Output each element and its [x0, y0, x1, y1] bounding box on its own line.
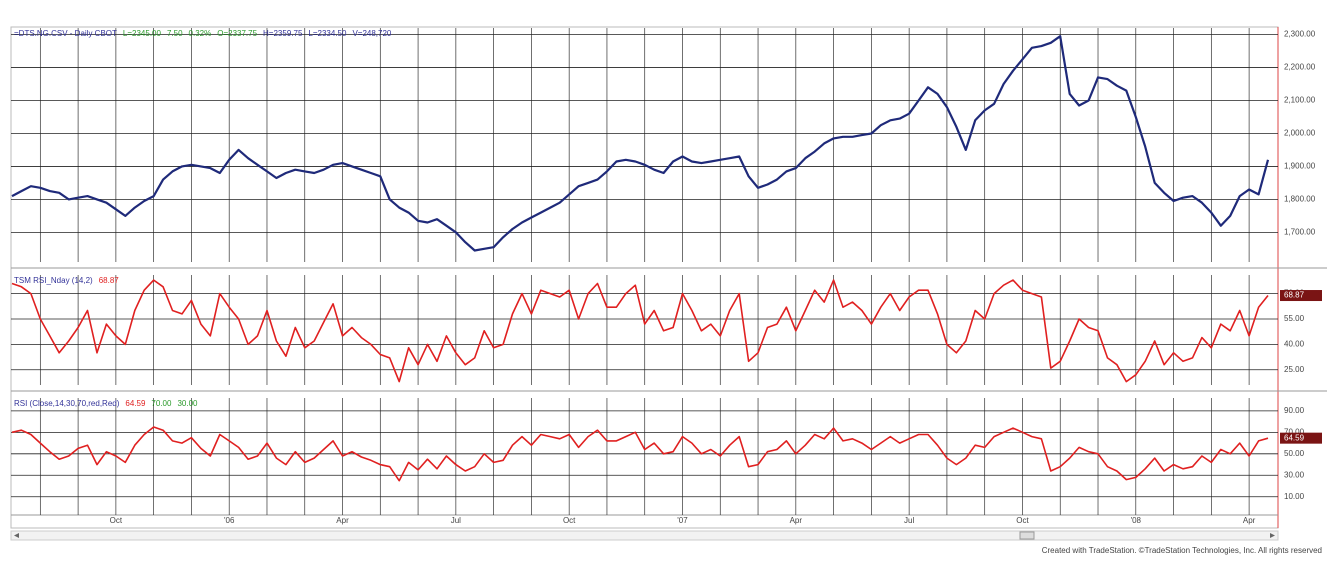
header-item: RSI (Close,14,30,70,red,Red) — [14, 399, 120, 408]
y-tick-label: 2,000.00 — [1284, 129, 1316, 138]
y-tick-label: 50.00 — [1284, 449, 1305, 458]
last-value-tag — [1280, 432, 1322, 444]
x-tick-label: Apr — [336, 516, 349, 525]
scrollbar[interactable] — [10, 530, 1279, 541]
panel-header: RSI (Close,14,30,70,red,Red) 64.59 70.00 30… — [14, 399, 198, 408]
header-item: 7.50 — [167, 29, 183, 38]
series-line — [11, 35, 1270, 252]
header-last-value: 64.59 — [125, 399, 146, 408]
y-tick-label: 1,700.00 — [1284, 227, 1316, 236]
last-value-label: 64.59 — [1284, 433, 1305, 442]
series-line — [11, 279, 1269, 383]
header-item: TSM RSI_Nday (14,2) — [14, 276, 93, 285]
header-item: L=2334.50 — [308, 29, 347, 38]
y-tick-label: 90.00 — [1284, 406, 1305, 415]
header-item: V=248,720 — [352, 29, 391, 38]
y-tick-label: 2,100.00 — [1284, 96, 1316, 105]
x-tick-label: Jul — [904, 516, 914, 525]
header-item: 30.00 — [177, 399, 198, 408]
y-tick-label: 1,800.00 — [1284, 194, 1316, 203]
header-item: L=2345.00 — [123, 29, 162, 38]
y-tick-label: 10.00 — [1284, 492, 1305, 501]
scrollbar-thumb[interactable] — [1019, 531, 1035, 540]
x-tick-label: Oct — [563, 516, 576, 525]
x-tick-label: '07 — [677, 516, 688, 525]
scroll-left-arrow[interactable] — [14, 533, 19, 538]
x-tick-label: Oct — [110, 516, 123, 525]
header-last-value: 68.87 — [99, 276, 120, 285]
header-item: H=2359.75 — [263, 29, 303, 38]
x-tick-label: Apr — [1243, 516, 1256, 525]
panel-header: TSM RSI_Nday (14,2) 68.87 — [14, 276, 119, 285]
last-value-label: 68.87 — [1284, 291, 1305, 300]
last-value-tag — [1280, 290, 1322, 302]
y-tick-label: 2,300.00 — [1284, 30, 1316, 39]
y-tick-label: 40.00 — [1284, 339, 1305, 348]
x-tick-label: Jul — [451, 516, 461, 525]
y-tick-label: 25.00 — [1284, 365, 1305, 374]
x-tick-label: '06 — [224, 516, 235, 525]
panel-header: =DTS.NG.CSV - Daily CBOT L=2345.00 7.50 0.3… — [14, 29, 392, 38]
y-tick-label: 30.00 — [1284, 470, 1305, 479]
series-line — [11, 426, 1269, 482]
scroll-right-arrow[interactable] — [1270, 533, 1275, 538]
x-tick-label: '08 — [1131, 516, 1142, 525]
header-item: 70.00 — [151, 399, 172, 408]
footer-credit: Created with TradeStation. ©TradeStation… — [1042, 546, 1322, 555]
header-item: =DTS.NG.CSV - Daily CBOT — [14, 29, 117, 38]
header-item: 0.32% — [189, 29, 212, 38]
x-tick-label: Apr — [790, 516, 803, 525]
y-tick-label: 1,900.00 — [1284, 162, 1316, 171]
y-tick-label: 55.00 — [1284, 314, 1305, 323]
x-tick-label: Oct — [1016, 516, 1029, 525]
y-tick-label: 70.00 — [1284, 427, 1305, 436]
header-item: O=2337.75 — [217, 29, 257, 38]
y-tick-label: 2,200.00 — [1284, 63, 1316, 72]
